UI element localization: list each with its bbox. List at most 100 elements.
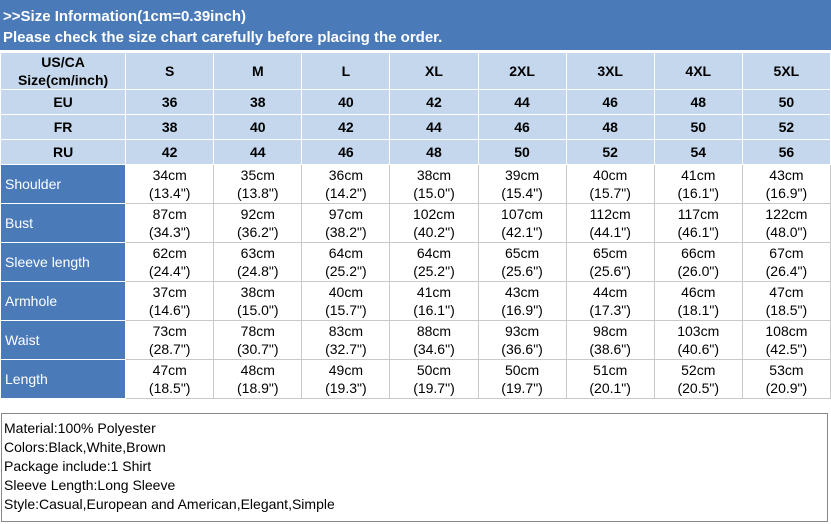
measurement-row: Length 47cm (18.5") 48cm (18.9") 49cm (19.3") 5… (0, 359, 831, 399)
intl-size-value: 48 (653, 89, 743, 115)
intl-size-value: 38 (213, 89, 303, 115)
intl-size-row: EU 36 38 40 42 44 46 48 50 (0, 89, 831, 115)
measurement-inch: (20.9") (765, 380, 808, 396)
intl-size-value: 42 (389, 89, 479, 115)
measurement-cell: 40cm (15.7") (301, 281, 391, 321)
measurement-cell: 107cm (42.1") (477, 203, 567, 243)
measurement-inch: (18.5") (148, 380, 191, 396)
measurement-cell: 34cm (13.4") (125, 164, 215, 204)
measurement-inch: (15.7") (325, 302, 367, 318)
measurement-cell: 65cm (25.6") (477, 242, 567, 282)
size-info-instruction: Please check the size chart carefully be… (3, 29, 443, 46)
intl-size-value: 56 (741, 139, 831, 165)
measurement-cm: 41cm (416, 284, 452, 300)
size-header-cell: 5XL (741, 52, 831, 90)
measurement-cell: 53cm (20.9") (741, 359, 831, 399)
measurement-cm: 64cm (328, 245, 363, 261)
intl-size-value: 44 (389, 114, 479, 140)
measurement-cm: 102cm (412, 206, 455, 222)
intl-size-value: 40 (301, 89, 391, 115)
measurement-cm: 97cm (328, 206, 363, 222)
measurement-inch: (28.7") (148, 341, 191, 357)
size-header-cell: S (125, 52, 215, 90)
measurement-cell: 51cm (20.1") (565, 359, 655, 399)
measurement-cell: 117cm (46.1") (653, 203, 743, 243)
measurement-label: Shoulder (0, 164, 127, 204)
intl-size-value: 46 (565, 89, 655, 115)
measurement-cm: 53cm (769, 362, 804, 378)
measurement-cm: 44cm (593, 284, 628, 300)
note-material: Material:100% Polyester (4, 420, 156, 436)
measurement-cell: 64cm (25.2") (389, 242, 479, 282)
intl-size-value: 46 (301, 139, 391, 165)
measurement-cell: 36cm (14.2") (301, 164, 391, 204)
measurement-inch: (24.8") (237, 263, 279, 279)
measurement-cm: 40cm (593, 167, 628, 183)
size-header-cell: 3XL (565, 52, 655, 90)
size-header-row: US/CA Size(cm/inch) S M L XL 2XL 3XL 4XL 5XL (0, 52, 831, 90)
intl-size-value: 48 (389, 139, 479, 165)
measurement-cell: 50cm (19.7") (477, 359, 567, 399)
measurement-cm: 37cm (152, 284, 187, 300)
size-info-banner: >>Size Information(1cm=0.39inch) Please … (0, 0, 831, 50)
measurement-label: Length (0, 359, 127, 399)
measurement-inch: (13.8") (237, 185, 279, 201)
measurement-inch: (26.4") (765, 263, 808, 279)
measurement-cm: 39cm (504, 167, 540, 183)
measurement-cell: 38cm (15.0") (213, 281, 303, 321)
measurement-inch: (16.1") (677, 185, 720, 201)
measurement-inch: (25.6") (589, 263, 631, 279)
intl-size-value: 44 (477, 89, 567, 115)
measurement-cell: 39cm (15.4") (477, 164, 567, 204)
measurement-label: Bust (0, 203, 127, 243)
size-corner-cell: US/CA Size(cm/inch) (0, 52, 127, 90)
measurement-inch: (18.1") (677, 302, 720, 318)
measurement-cell: 92cm (36.2") (213, 203, 303, 243)
measurement-inch: (34.6") (413, 341, 455, 357)
measurement-inch: (17.3") (589, 302, 631, 318)
measurement-inch: (25.2") (325, 263, 367, 279)
intl-size-value: 52 (565, 139, 655, 165)
size-table: US/CA Size(cm/inch) S M L XL 2XL 3XL 4XL 5XL EU… (0, 52, 831, 399)
measurement-cell: 102cm (40.2") (389, 203, 479, 243)
measurement-cm: 43cm (769, 167, 804, 183)
measurement-cm: 98cm (593, 323, 628, 339)
measurement-cell: 43cm (16.9") (477, 281, 567, 321)
intl-size-label: EU (0, 89, 127, 115)
measurement-cell: 44cm (17.3") (565, 281, 655, 321)
measurement-cm: 117cm (677, 206, 719, 222)
intl-size-value: 50 (653, 114, 743, 140)
measurement-cm: 52cm (681, 362, 716, 378)
measurement-inch: (19.3") (325, 380, 367, 396)
note-sleeve-length: Sleeve Length:Long Sleeve (4, 477, 176, 493)
measurement-cm: 88cm (416, 323, 452, 339)
measurement-row: Shoulder 34cm (13.4") 35cm (13.8") 36cm (14.2"… (0, 164, 831, 204)
measurement-cell: 35cm (13.8") (213, 164, 303, 204)
intl-size-value: 50 (477, 139, 567, 165)
intl-size-row: FR 38 40 42 44 46 48 50 52 (0, 114, 831, 140)
intl-size-value: 44 (213, 139, 303, 165)
measurement-cell: 98cm (38.6") (565, 320, 655, 360)
size-header-cell: L (301, 52, 391, 90)
measurement-cm: 64cm (416, 245, 452, 261)
intl-size-label: FR (0, 114, 127, 140)
measurement-cm: 40cm (328, 284, 363, 300)
measurement-cell: 87cm (34.3") (125, 203, 215, 243)
measurement-cell: 108cm (42.5") (741, 320, 831, 360)
measurement-cell: 41cm (16.1") (389, 281, 479, 321)
measurement-cell: 78cm (30.7") (213, 320, 303, 360)
measurement-cm: 112cm (589, 206, 631, 222)
measurement-cm: 122cm (765, 206, 808, 222)
measurement-inch: (26.0") (677, 263, 720, 279)
measurement-cm: 50cm (416, 362, 452, 378)
measurement-cm: 38cm (416, 167, 452, 183)
measurement-cell: 122cm (48.0") (741, 203, 831, 243)
measurement-cm: 49cm (328, 362, 363, 378)
intl-size-value: 50 (741, 89, 831, 115)
measurement-inch: (44.1") (589, 224, 631, 240)
measurement-cm: 35cm (240, 167, 275, 183)
measurement-cm: 62cm (152, 245, 187, 261)
measurement-inch: (16.1") (413, 302, 455, 318)
measurement-cell: 64cm (25.2") (301, 242, 391, 282)
